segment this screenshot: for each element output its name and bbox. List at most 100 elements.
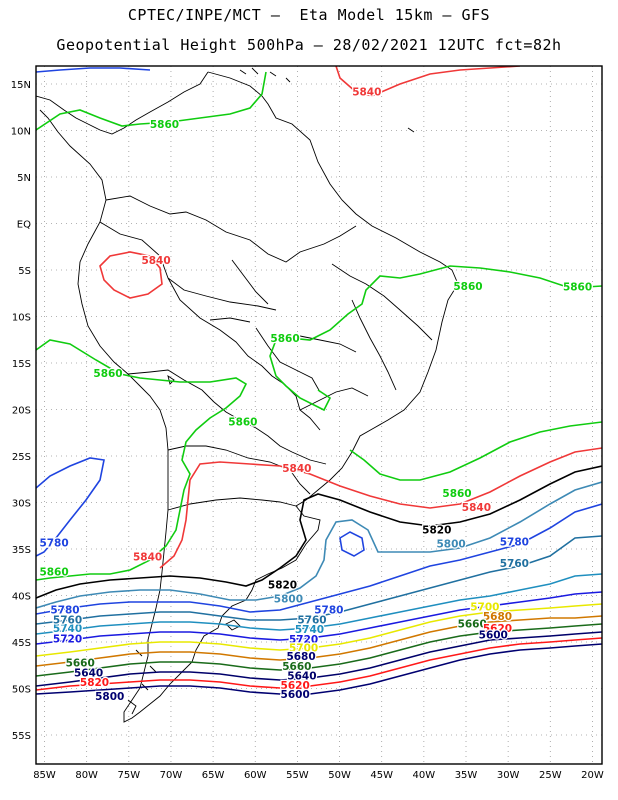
contour-5860-south (349, 421, 602, 481)
height-contours (36, 66, 602, 695)
contour-label-5700: 5700 (470, 602, 499, 614)
contour-5720 (36, 591, 602, 645)
contour-5820 (36, 465, 602, 599)
lat-tick-label: 50S (12, 685, 31, 696)
contour-label-5600: 5600 (281, 689, 310, 701)
map-title-line-1: CPTEC/INPE/MCT – Eta Model 15km – GFS (127, 6, 491, 24)
contour-label-5860: 5860 (270, 333, 299, 345)
lat-tick-label: 25S (12, 452, 31, 463)
contour-label-5860: 5860 (93, 368, 122, 380)
central-america-coastline (36, 71, 209, 135)
contour-label-5660: 5660 (458, 618, 487, 630)
contour-5780-west (36, 457, 105, 557)
contour-5840-amazon (99, 251, 163, 299)
contour-label-5800: 5800 (95, 691, 124, 703)
contour-5780 (36, 503, 602, 615)
lon-tick-label: 70W (160, 770, 183, 781)
contour-5640 (36, 631, 602, 687)
lat-tick-label: 30S (12, 499, 31, 510)
lon-tick-label: 80W (75, 770, 98, 781)
contour-label-5840: 5840 (133, 551, 162, 563)
coastlines-and-borders (36, 67, 459, 723)
lon-tick-label: 20W (581, 770, 604, 781)
contour-label-5720: 5720 (53, 633, 82, 645)
contour-label-5760: 5760 (500, 558, 529, 570)
caribbean-islands (239, 67, 415, 133)
contour-5680 (36, 615, 602, 667)
contour-5780-loop (339, 531, 365, 557)
contour-5740 (36, 573, 602, 635)
contour-5860-east (269, 265, 602, 412)
lat-tick-label: EQ (17, 220, 31, 231)
contour-label-5760: 5760 (53, 615, 82, 627)
longitude-labels: 85W 80W 75W 70W 65W 60W 55W 50W 45W 40W 35W 30W 25W 2… (33, 770, 604, 781)
lat-tick-label: 20S (12, 406, 31, 417)
contour-label-5640: 5640 (287, 670, 316, 682)
contour-label-5760: 5760 (297, 615, 326, 627)
contour-label-5860: 5860 (453, 281, 482, 293)
lat-tick-label: 5N (17, 173, 31, 184)
contour-label-5600: 5600 (479, 630, 508, 642)
contour-label-5620: 5620 (483, 623, 512, 635)
lon-tick-label: 75W (117, 770, 140, 781)
contour-5860-north (36, 71, 267, 131)
contour-label-5720: 5720 (289, 634, 318, 646)
contour-label-5680: 5680 (483, 611, 512, 623)
contour-label-5820: 5820 (80, 677, 109, 689)
contour-label-5780: 5780 (500, 537, 529, 549)
contour-5860-west (36, 339, 248, 581)
contour-label-5620: 5620 (281, 680, 310, 692)
lat-tick-label: 10N (11, 127, 31, 138)
contour-label-5780: 5780 (50, 604, 79, 616)
contour-5760 (36, 535, 602, 625)
lon-tick-label: 35W (455, 770, 478, 781)
contour-label-5800: 5800 (436, 538, 465, 550)
contour-label-5820: 5820 (422, 524, 451, 536)
contour-5660 (36, 623, 602, 677)
contour-label-5860: 5860 (442, 488, 471, 500)
contour-label-5860: 5860 (563, 282, 592, 294)
lat-tick-label: 55S (12, 731, 31, 742)
contour-label-5660: 5660 (282, 661, 311, 673)
contour-label-5780: 5780 (39, 537, 68, 549)
lon-tick-label: 25W (539, 770, 562, 781)
contour-label-5740: 5740 (53, 623, 82, 635)
contour-label-5780: 5780 (314, 604, 343, 616)
contour-5700 (36, 603, 602, 657)
lat-tick-label: 10S (12, 313, 31, 324)
contour-5600 (36, 643, 602, 695)
contour-5800 (36, 481, 602, 609)
graticule (36, 66, 602, 764)
lat-tick-label: 15S (12, 359, 31, 370)
latitude-labels: 15N 10N 5N EQ 5S 10S 15S 20S 25S 30S 35S 40S 45S 50S 5… (11, 80, 31, 742)
lat-tick-label: 15N (11, 80, 31, 91)
contour-5840-south (159, 447, 602, 569)
map-frame (35, 65, 603, 765)
contour-label-5840: 5840 (282, 463, 311, 475)
contour-label-5800: 5800 (274, 593, 303, 605)
lat-tick-label: 35S (12, 545, 31, 556)
contour-5840-north (335, 66, 521, 97)
lon-tick-label: 55W (286, 770, 309, 781)
contour-label-5840: 5840 (141, 255, 170, 267)
contour-5840-north-west (36, 67, 151, 73)
lon-tick-label: 85W (33, 770, 56, 781)
lon-tick-label: 60W (244, 770, 267, 781)
contour-5620 (36, 637, 602, 691)
lat-tick-label: 40S (12, 592, 31, 603)
lat-tick-label: 45S (12, 638, 31, 649)
map-title-line-2: Geopotential Height 500hPa – 28/02/2021 … (56, 36, 562, 54)
contour-label-5820: 5820 (268, 579, 297, 591)
contour-label-5840: 5840 (352, 86, 381, 98)
lon-tick-label: 65W (202, 770, 225, 781)
contour-label-5740: 5740 (295, 624, 324, 636)
lat-tick-label: 5S (18, 266, 31, 277)
contour-label-5860: 5860 (39, 566, 68, 578)
contour-labels: 5840 5860 5840 5860 5860 5860 5860 5860 5840 5860… (38, 85, 593, 704)
lake-titicaca (167, 374, 175, 385)
lon-tick-label: 50W (328, 770, 351, 781)
contour-label-5860: 5860 (228, 417, 257, 429)
lon-tick-label: 40W (413, 770, 436, 781)
contour-label-5700: 5700 (289, 643, 318, 655)
